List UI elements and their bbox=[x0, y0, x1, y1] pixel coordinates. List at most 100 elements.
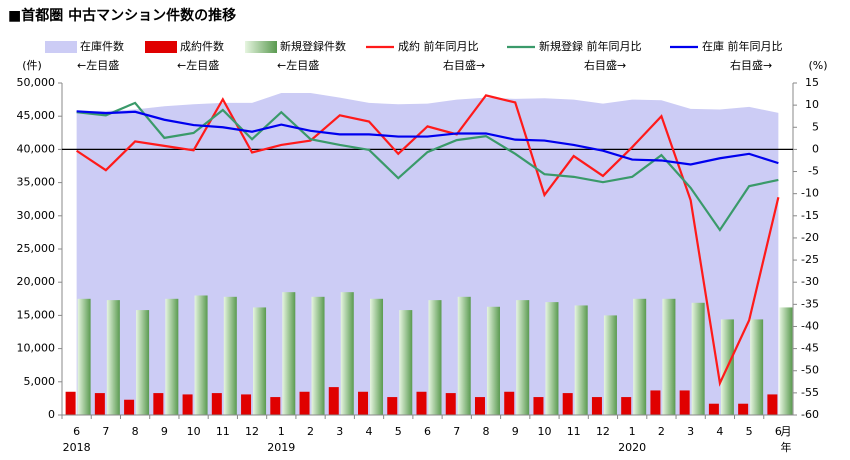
bar bbox=[194, 295, 208, 415]
legend-label: 在庫 前年同月比 bbox=[702, 39, 783, 53]
legend-label: 成約件数 bbox=[180, 39, 224, 53]
legend-note: ←左目盛 bbox=[177, 58, 219, 72]
bar bbox=[165, 298, 179, 415]
bar bbox=[328, 387, 339, 415]
y2-tick-label: -5 bbox=[808, 165, 819, 178]
bar bbox=[370, 298, 384, 415]
y-tick-label: 40,000 bbox=[17, 142, 56, 155]
x-tick-label: 10 bbox=[537, 425, 551, 438]
year-label: 2018 bbox=[63, 441, 91, 454]
bar bbox=[679, 390, 690, 415]
year-label: 2020 bbox=[618, 441, 646, 454]
bar bbox=[416, 391, 427, 415]
y2-tick-label: -40 bbox=[801, 319, 819, 332]
x-tick-label: 5 bbox=[395, 425, 402, 438]
y2-tick-label: 0 bbox=[812, 142, 819, 155]
bar bbox=[428, 300, 442, 415]
x-tick-label: 6 bbox=[424, 425, 431, 438]
x-tick-label: 4 bbox=[366, 425, 373, 438]
legend-note: ←左目盛 bbox=[77, 58, 119, 72]
year-label: 2019 bbox=[267, 441, 295, 454]
y-tick-label: 25,000 bbox=[17, 242, 56, 255]
x-tick-label: 6 bbox=[73, 425, 80, 438]
y2-tick-label: -25 bbox=[801, 253, 819, 266]
legend-note: 右目盛→ bbox=[730, 58, 772, 72]
x-tick-label: 2 bbox=[307, 425, 314, 438]
x-tick-label: 12 bbox=[245, 425, 259, 438]
x-tick-label: 1 bbox=[278, 425, 285, 438]
legend-note: 右目盛→ bbox=[584, 58, 626, 72]
bar bbox=[311, 296, 325, 415]
y2-tick-label: 10 bbox=[805, 98, 819, 111]
bar bbox=[650, 390, 661, 415]
bar bbox=[708, 403, 719, 415]
bar bbox=[457, 296, 471, 415]
bar bbox=[153, 393, 164, 415]
x-tick-label: 7 bbox=[453, 425, 460, 438]
bar bbox=[591, 397, 602, 415]
x-tick-label: 12 bbox=[596, 425, 610, 438]
legend-label: 新規登録件数 bbox=[280, 39, 346, 53]
y2-tick-label: 15 bbox=[805, 76, 819, 89]
x-tick-label: 4 bbox=[716, 425, 723, 438]
bar bbox=[504, 391, 515, 415]
bar bbox=[399, 310, 413, 415]
x-tick-label: 9 bbox=[161, 425, 168, 438]
bar bbox=[358, 391, 369, 415]
x-tick-label: 10 bbox=[187, 425, 201, 438]
bar bbox=[767, 394, 778, 415]
x-tick-label: 9 bbox=[512, 425, 519, 438]
bar bbox=[253, 307, 267, 415]
x-tick-label: 6 bbox=[775, 425, 782, 438]
bar bbox=[545, 302, 559, 415]
legend-swatch bbox=[245, 41, 277, 53]
y2-tick-label: -10 bbox=[801, 187, 819, 200]
bar bbox=[299, 391, 310, 415]
bar bbox=[691, 302, 705, 415]
bar bbox=[77, 298, 91, 415]
x-tick-label: 8 bbox=[482, 425, 489, 438]
y2-tick-label: -55 bbox=[801, 386, 819, 399]
year-unit: 年 bbox=[781, 440, 792, 454]
bar bbox=[662, 298, 676, 415]
bar bbox=[387, 397, 398, 415]
y-tick-label: 15,000 bbox=[17, 308, 56, 321]
bar bbox=[486, 306, 500, 415]
bar bbox=[750, 319, 764, 415]
bar bbox=[124, 399, 135, 415]
bar bbox=[533, 397, 544, 415]
bar bbox=[738, 403, 749, 415]
bar bbox=[779, 307, 793, 415]
bar bbox=[603, 315, 617, 415]
x-tick-label: 7 bbox=[102, 425, 109, 438]
y-tick-label: 30,000 bbox=[17, 209, 56, 222]
legend-note: ←左目盛 bbox=[277, 58, 319, 72]
line bbox=[76, 101, 779, 232]
x-tick-label: 8 bbox=[132, 425, 139, 438]
y2-tick-label: -30 bbox=[801, 275, 819, 288]
legend-swatch bbox=[45, 41, 77, 53]
legend-swatch bbox=[145, 41, 177, 53]
x-tick-label: 5 bbox=[746, 425, 753, 438]
y2-tick-label: 5 bbox=[812, 120, 819, 133]
y-unit: (件) bbox=[22, 59, 42, 72]
bar bbox=[282, 292, 296, 415]
x-tick-label: 11 bbox=[567, 425, 581, 438]
bar bbox=[106, 300, 120, 415]
y-tick-label: 45,000 bbox=[17, 109, 56, 122]
y2-unit: (%) bbox=[808, 59, 827, 72]
y2-tick-label: -60 bbox=[801, 408, 819, 421]
x-tick-label: 3 bbox=[687, 425, 694, 438]
x-tick-label: 1 bbox=[629, 425, 636, 438]
bar bbox=[241, 394, 252, 415]
bar bbox=[621, 397, 632, 415]
y-tick-label: 5,000 bbox=[24, 375, 56, 388]
line bbox=[76, 110, 779, 166]
x-tick-label: 3 bbox=[336, 425, 343, 438]
legend-label: 新規登録 前年同月比 bbox=[539, 39, 642, 53]
x-unit: 月 bbox=[781, 425, 792, 438]
bar bbox=[562, 393, 573, 415]
bar bbox=[574, 305, 588, 415]
legend-label: 在庫件数 bbox=[80, 39, 124, 53]
